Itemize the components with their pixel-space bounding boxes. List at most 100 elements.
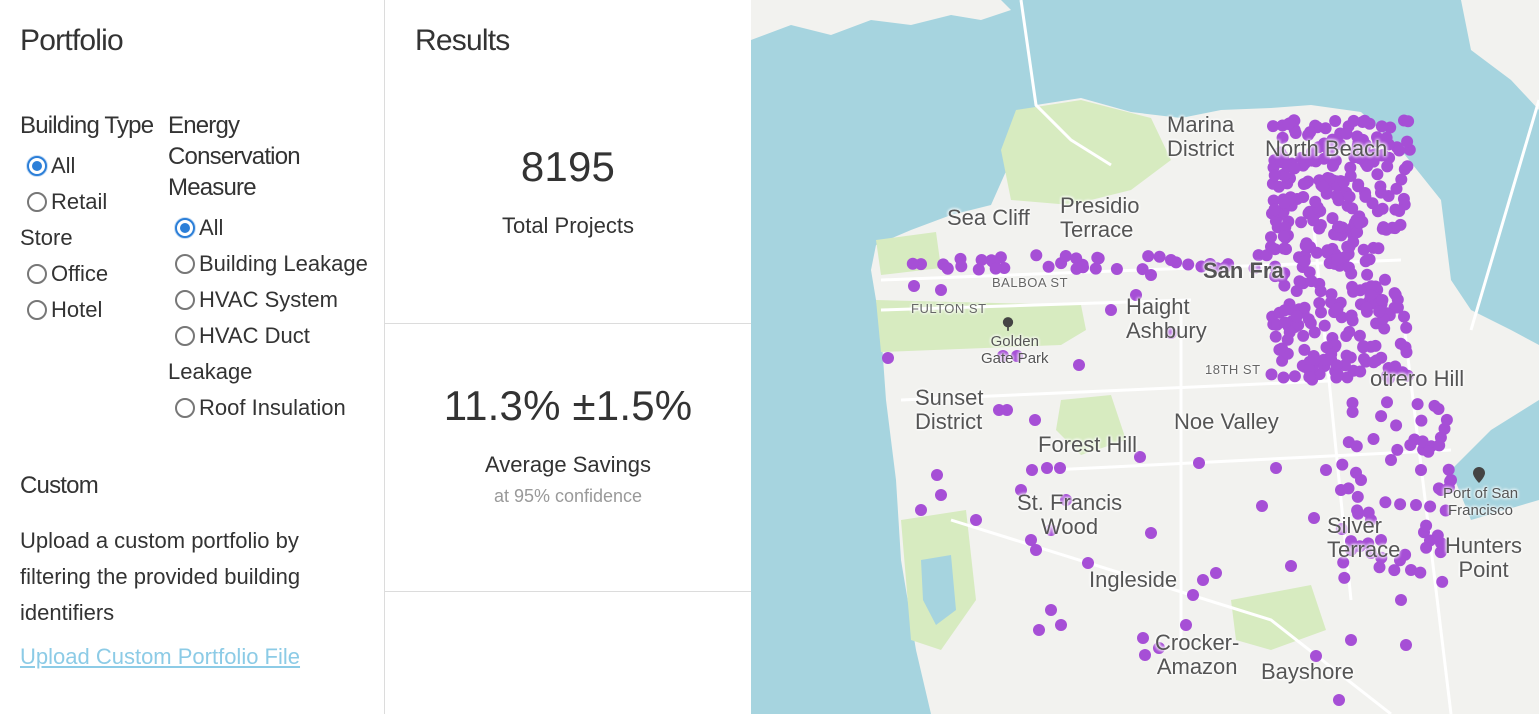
map-view[interactable]: Marina District North Beach Sea Cliff Pre…	[751, 0, 1539, 714]
project-point	[1336, 458, 1349, 471]
results-title: Results	[415, 24, 510, 57]
radio-circle[interactable]	[175, 218, 195, 238]
map-label-port-line2: Francisco	[1448, 501, 1514, 519]
radio-circle[interactable]	[175, 254, 195, 274]
building-type-radio-hotel[interactable]: Hotel	[20, 292, 160, 328]
map-label-hunters-line2: Point	[1458, 557, 1509, 583]
project-point	[908, 280, 920, 292]
project-point	[1333, 694, 1345, 706]
project-point	[1331, 302, 1344, 315]
project-point	[1272, 180, 1285, 193]
project-point	[1388, 287, 1401, 300]
project-point	[1380, 223, 1393, 236]
project-point	[1393, 205, 1406, 217]
project-point	[1025, 534, 1037, 546]
project-point	[1030, 544, 1042, 556]
project-point	[1337, 556, 1350, 569]
project-point	[1432, 482, 1445, 495]
project-point	[1388, 564, 1401, 577]
project-point	[1270, 462, 1282, 474]
project-point	[1248, 262, 1261, 275]
project-point	[1045, 524, 1057, 536]
project-point	[1297, 178, 1310, 190]
radio-label: Office	[51, 261, 109, 286]
project-point	[1353, 540, 1366, 553]
project-point	[1256, 500, 1268, 512]
project-point	[1030, 249, 1043, 262]
project-point	[1394, 498, 1407, 511]
park-lincoln	[876, 232, 941, 275]
project-point	[1405, 564, 1417, 576]
project-point	[1357, 341, 1370, 354]
project-point	[941, 262, 954, 275]
project-point	[1382, 362, 1395, 374]
project-point	[1353, 329, 1366, 342]
map-label-presidio-terrace: Presidio Terrace	[1060, 193, 1139, 242]
project-point	[1145, 269, 1157, 281]
project-point	[1033, 624, 1045, 636]
project-point	[1345, 309, 1358, 322]
project-point	[1431, 529, 1444, 542]
ecm-radio-building-leakage[interactable]: Building Leakage	[168, 246, 373, 282]
land-marin	[751, 0, 1011, 40]
map-label-balboa-st: BALBOA ST	[992, 275, 1069, 290]
project-point	[1367, 356, 1380, 369]
project-point	[1360, 301, 1373, 314]
radio-circle[interactable]	[175, 326, 195, 346]
ecm-radio-roof-insulation[interactable]: Roof Insulation	[168, 390, 373, 426]
project-point	[1361, 148, 1374, 161]
map-canvas[interactable]	[751, 0, 1539, 714]
tree-icon	[1002, 317, 1014, 331]
project-point	[1337, 176, 1350, 189]
project-point	[1145, 527, 1157, 539]
ecm-radio-all[interactable]: All	[168, 210, 373, 246]
project-point	[1414, 566, 1427, 579]
building-type-radio-office[interactable]: Office	[20, 256, 160, 292]
project-point	[997, 350, 1009, 362]
radio-circle[interactable]	[175, 290, 195, 310]
project-point	[1197, 574, 1209, 586]
project-point	[1379, 496, 1392, 509]
project-point	[1357, 243, 1370, 256]
project-point	[989, 262, 1002, 275]
project-point	[1351, 130, 1364, 143]
project-point	[1395, 594, 1407, 606]
custom-heading: Custom	[20, 472, 99, 499]
project-point	[975, 254, 988, 266]
project-point	[1082, 557, 1094, 569]
radio-circle[interactable]	[175, 398, 195, 418]
radio-circle[interactable]	[27, 156, 47, 176]
project-point	[1343, 325, 1356, 338]
project-point	[1331, 368, 1344, 381]
upload-custom-portfolio-link[interactable]: Upload Custom Portfolio File	[20, 644, 301, 669]
project-point	[1276, 131, 1289, 144]
project-point	[972, 263, 985, 276]
radio-label: Roof Insulation	[199, 395, 346, 420]
project-point	[1428, 399, 1441, 412]
building-type-radio-all[interactable]: All	[20, 148, 160, 184]
radio-label: Retail Store	[20, 189, 108, 250]
project-point	[1153, 250, 1166, 263]
project-point	[1320, 464, 1332, 476]
map-label-bayshore: Bayshore	[1261, 659, 1354, 684]
radio-circle[interactable]	[27, 264, 47, 284]
radio-label: HVAC System	[199, 287, 338, 312]
project-point	[1290, 310, 1303, 323]
project-point	[1070, 252, 1083, 265]
project-point	[1433, 439, 1446, 452]
project-point	[1314, 285, 1327, 298]
project-point	[1391, 443, 1404, 456]
ecm-radio-hvac-system[interactable]: HVAC System	[168, 282, 373, 318]
map-label-hunters-line1: Hunters	[1445, 533, 1523, 558]
project-point	[1402, 115, 1415, 128]
radio-circle[interactable]	[27, 300, 47, 320]
project-point	[1401, 369, 1414, 382]
project-point	[1278, 316, 1291, 329]
building-type-radio-retail-store[interactable]: Retail Store	[20, 184, 160, 256]
ecm-radio-hvac-duct-leakage[interactable]: HVAC Duct Leakage	[168, 318, 373, 390]
map-label-hunters-point: Hunters Point	[1445, 533, 1523, 583]
radio-circle[interactable]	[27, 192, 47, 212]
project-point	[1195, 260, 1208, 273]
project-point	[1029, 414, 1041, 426]
project-point	[1400, 639, 1412, 651]
